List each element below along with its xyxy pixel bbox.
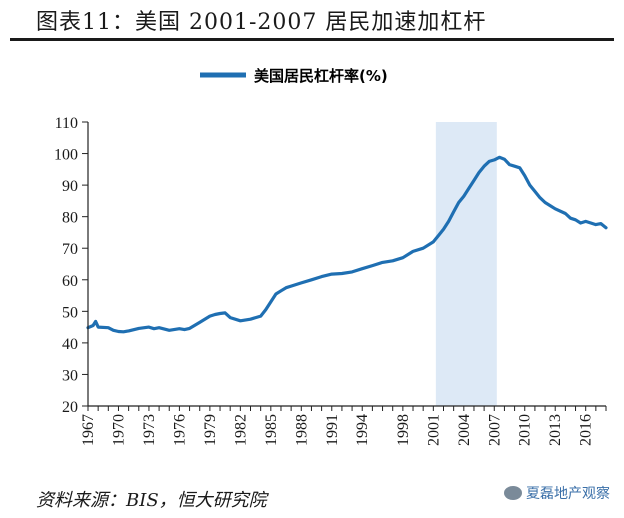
legend: 美国居民杠杆率(%)	[200, 67, 388, 85]
x-tick-label: 2010	[517, 414, 534, 446]
y-axis: 20 30 40 50 60 70 80 90 100 110	[54, 115, 88, 416]
x-tick-label: 2004	[456, 414, 473, 446]
watermark-text: 夏磊地产观察	[526, 486, 610, 502]
x-tick-label: 1979	[202, 414, 219, 446]
y-tick-label: 90	[62, 178, 78, 195]
legend-label: 美国居民杠杆率(%)	[254, 67, 388, 85]
shaded-period-2001-2007	[435, 122, 497, 406]
y-tick-label: 100	[54, 147, 78, 164]
y-tick-label: 110	[55, 115, 78, 132]
watermark: 夏磊地产观察	[504, 483, 610, 503]
x-tick-label: 1976	[171, 414, 188, 446]
y-tick-label: 40	[62, 336, 78, 353]
x-tick-label: 1985	[263, 414, 280, 446]
x-tick-label: 1967	[80, 414, 97, 446]
y-tick-label: 70	[62, 241, 78, 258]
x-tick-label: 1982	[232, 414, 249, 446]
x-tick-label: 2001	[425, 414, 442, 446]
x-tick-label: 1994	[354, 414, 371, 446]
title-rule	[10, 38, 614, 41]
source-note: 资料来源：BIS，恒大研究院	[36, 490, 267, 511]
wechat-icon	[504, 486, 522, 500]
x-tick-label: 1970	[110, 414, 127, 446]
y-tick-label: 60	[62, 273, 78, 290]
x-axis: 1967 1970 1973 1976 1979 1982 1985 1988 1991 1994…	[80, 406, 607, 446]
y-tick-label: 30	[62, 367, 78, 384]
x-tick-label: 2016	[578, 414, 595, 446]
y-tick-label: 80	[62, 210, 78, 227]
series-line-household-leverage	[86, 155, 608, 334]
x-tick-label: 2007	[486, 414, 503, 446]
y-tick-label: 20	[62, 399, 78, 416]
x-tick-label: 1973	[141, 414, 158, 446]
x-tick-label: 1991	[324, 414, 341, 446]
figure-title: 图表11：美国 2001-2007 居民加速加杠杆	[36, 10, 487, 35]
y-tick-label: 50	[62, 304, 78, 321]
x-tick-label: 1998	[395, 414, 412, 446]
x-tick-label: 1988	[293, 414, 310, 446]
x-tick-label: 2013	[547, 414, 564, 446]
